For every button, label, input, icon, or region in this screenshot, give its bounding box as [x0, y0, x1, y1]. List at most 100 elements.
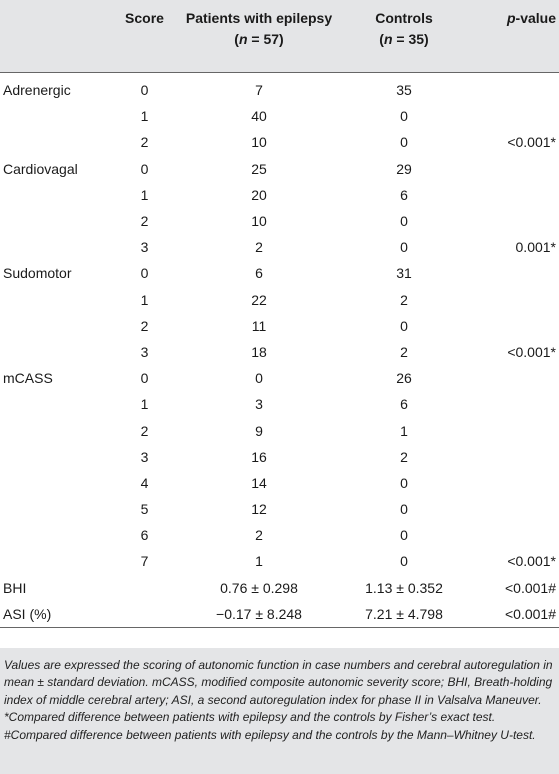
header-patients-n: (n = 57) [234, 31, 284, 47]
row-variable-cell [0, 129, 116, 155]
header-separator [0, 72, 559, 77]
results-table-container: Score Patients with epilepsy (n = 57) Co… [0, 0, 559, 628]
row-variable-cell: mCASS [3, 370, 53, 387]
row-controls-cell: 2 [400, 448, 408, 465]
table-row: 7 1 0 <0.001* [0, 548, 559, 574]
row-controls-cell: 0 [400, 213, 408, 230]
row-score-cell [116, 575, 173, 601]
header-pvalue: p-value [463, 0, 559, 73]
row-variable-cell [0, 182, 116, 208]
row-patients-cell: 10 [251, 213, 267, 230]
row-controls-cell: 0 [400, 527, 408, 544]
row-patients-cell: −0.17 ± 8.248 [173, 600, 345, 628]
row-variable-cell [0, 548, 116, 574]
row-controls-cell: 0 [400, 317, 408, 334]
row-score-cell: 2 [140, 422, 149, 439]
row-variable-cell [0, 496, 116, 522]
row-controls-cell: 1.13 ± 0.352 [365, 579, 443, 596]
row-variable-cell [0, 391, 116, 417]
row-patients-cell: 7 [255, 82, 263, 99]
table-footnote: Values are expressed the scoring of auto… [0, 648, 559, 774]
header-pvalue-p: p [506, 10, 516, 26]
row-score-cell: 0 [140, 82, 149, 99]
row-controls-cell: 0 [400, 501, 408, 518]
row-patients-cell: 3 [255, 396, 263, 413]
results-table: Score Patients with epilepsy (n = 57) Co… [0, 0, 559, 628]
header-score-label: Score [125, 10, 164, 26]
row-score-cell: 1 [140, 291, 149, 308]
row-pvalue-cell [463, 260, 559, 286]
table-row: 2 11 0 [0, 313, 559, 339]
row-pvalue-cell: <0.001* [507, 134, 556, 151]
row-score-cell: 0 [140, 370, 149, 387]
row-patients-cell: 16 [251, 448, 267, 465]
row-patients-cell: 0 [255, 370, 263, 387]
table-row: Adrenergic 0 7 35 [0, 77, 559, 103]
row-pvalue-cell [463, 496, 559, 522]
row-variable-cell: Sudomotor [3, 265, 72, 282]
row-pvalue-cell [463, 313, 559, 339]
row-pvalue-cell [463, 444, 559, 470]
row-patients-cell: 10 [251, 134, 267, 151]
row-pvalue-cell: <0.001* [507, 553, 556, 570]
row-score-cell: 5 [140, 501, 149, 518]
row-patients-cell: 9 [255, 422, 263, 439]
row-controls-cell: 7.21 ± 4.798 [345, 600, 463, 628]
row-score-cell: 6 [140, 527, 149, 544]
row-patients-cell: 11 [251, 317, 267, 334]
row-controls-cell: 35 [396, 82, 412, 99]
row-pvalue-cell [463, 287, 559, 313]
row-patients-cell: 0.76 ± 0.298 [220, 579, 298, 596]
row-variable-cell [0, 313, 116, 339]
row-variable-cell [0, 339, 116, 365]
header-pvalue-suffix: -value [515, 10, 556, 26]
row-patients-cell: 18 [251, 343, 267, 360]
row-variable-cell [0, 208, 116, 234]
row-variable-cell [0, 444, 116, 470]
row-score-cell: 1 [140, 108, 149, 125]
table-row: 2 10 0 <0.001* [0, 129, 559, 155]
row-pvalue-cell [463, 182, 559, 208]
row-score-cell: 7 [140, 553, 149, 570]
row-variable-cell [0, 417, 116, 443]
row-controls-cell: 6 [400, 186, 408, 203]
row-patients-cell: 22 [251, 291, 267, 308]
table-row: 5 12 0 [0, 496, 559, 522]
row-pvalue-cell [463, 391, 559, 417]
table-row: 3 18 2 <0.001* [0, 339, 559, 365]
row-pvalue-cell [463, 470, 559, 496]
row-pvalue-cell: <0.001# [505, 579, 556, 596]
header-patients-label: Patients with epilepsy [185, 10, 333, 26]
table-row: 4 14 0 [0, 470, 559, 496]
table-body: Adrenergic 0 7 35 1 40 0 2 10 0 <0.001* Cardiovagal… [0, 72, 559, 628]
row-variable-cell [0, 470, 116, 496]
row-patients-cell: 1 [255, 553, 263, 570]
header-score: Score [116, 0, 173, 73]
row-pvalue-cell [463, 77, 559, 103]
row-controls-cell: 0 [400, 134, 408, 151]
row-patients-cell: 12 [251, 501, 267, 518]
table-row: 3 16 2 [0, 444, 559, 470]
row-score-cell: 3 [140, 239, 149, 256]
table-row: 2 10 0 [0, 208, 559, 234]
row-pvalue-cell [463, 522, 559, 548]
row-patients-cell: 14 [251, 474, 267, 491]
row-patients-cell: 20 [251, 186, 267, 203]
row-score-cell: 2 [140, 213, 149, 230]
row-variable-cell [0, 522, 116, 548]
row-controls-cell: 0 [400, 239, 408, 256]
row-controls-cell: 2 [400, 291, 408, 308]
table-row: 1 3 6 [0, 391, 559, 417]
row-pvalue-cell: <0.001# [463, 600, 559, 628]
table-row: ASI (%) −0.17 ± 8.248 7.21 ± 4.798 <0.001# [0, 600, 559, 628]
row-variable-cell: Cardiovagal [3, 160, 78, 177]
header-controls-label: Controls [375, 10, 433, 26]
table-header: Score Patients with epilepsy (n = 57) Co… [0, 0, 559, 73]
table-row: 6 2 0 [0, 522, 559, 548]
row-pvalue-cell [463, 156, 559, 182]
table-row: mCASS 0 0 26 [0, 365, 559, 391]
row-controls-cell: 26 [396, 370, 412, 387]
row-patients-cell: 40 [251, 108, 267, 125]
row-score-cell: 4 [140, 474, 149, 491]
header-variable [0, 0, 116, 73]
